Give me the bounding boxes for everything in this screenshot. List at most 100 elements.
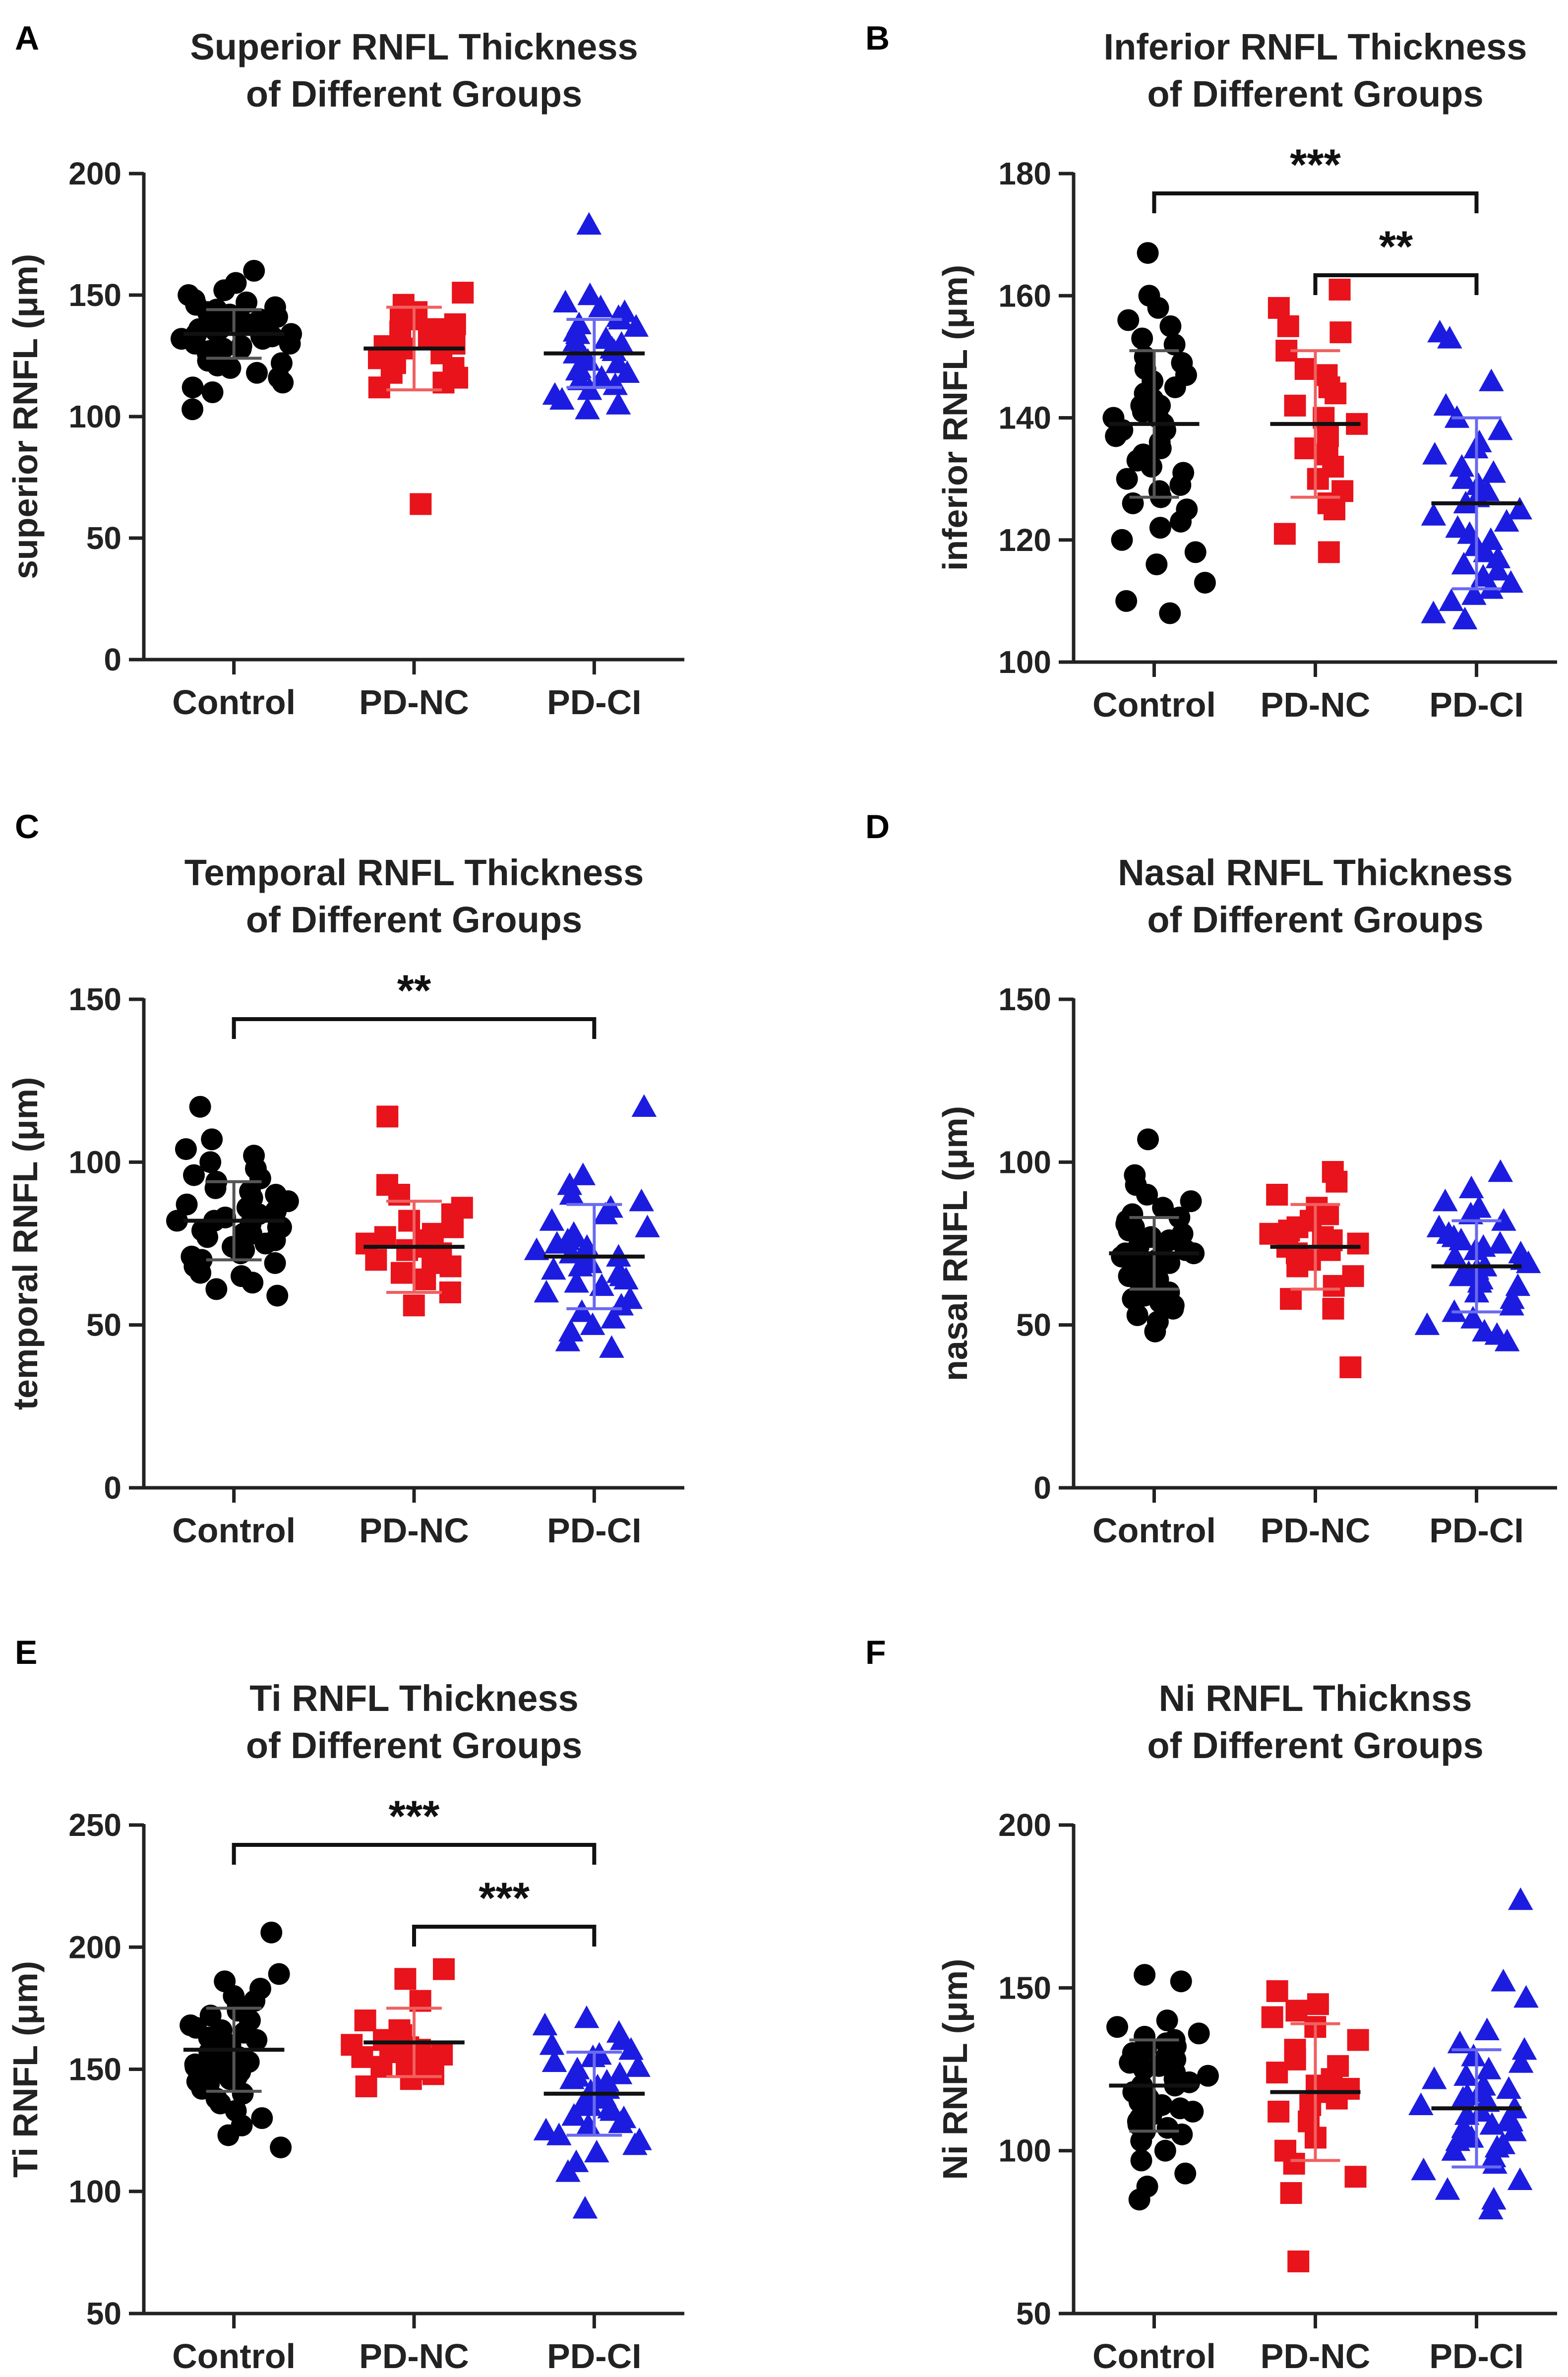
chart-title: Superior RNFL Thickness <box>190 26 638 67</box>
data-point <box>555 1329 581 1351</box>
y-tick-label: 200 <box>68 1929 121 1965</box>
data-point <box>1347 2029 1369 2051</box>
data-point <box>1307 468 1329 490</box>
data-point <box>557 1172 583 1195</box>
data-point <box>1408 2092 1434 2115</box>
data-point <box>622 2132 648 2155</box>
y-tick-label: 100 <box>998 1144 1051 1180</box>
data-point <box>1105 425 1127 447</box>
data-point <box>1344 2166 1367 2188</box>
data-point <box>584 2139 609 2163</box>
data-point <box>1122 492 1144 514</box>
x-category-label: Control <box>1092 2337 1216 2376</box>
y-tick-label: 50 <box>1016 2296 1051 2331</box>
data-point <box>1433 393 1459 416</box>
y-tick-label: 100 <box>68 399 121 434</box>
data-point <box>1339 1356 1362 1379</box>
significance-bracket <box>232 1017 597 1039</box>
x-category-label: PD-CI <box>1429 2337 1524 2376</box>
data-point <box>1317 425 1339 447</box>
data-point <box>542 2049 567 2072</box>
data-point <box>572 2195 598 2219</box>
data-point <box>559 2066 585 2089</box>
data-point <box>1481 460 1507 483</box>
y-tick-label: 150 <box>68 981 121 1017</box>
x-category-label: PD-CI <box>547 1511 642 1550</box>
data-point <box>1329 321 1352 344</box>
data-point <box>562 328 588 352</box>
x-category-label: PD-CI <box>547 2337 642 2376</box>
x-category-label: PD-CI <box>547 683 642 722</box>
data-point <box>199 1151 222 1173</box>
y-tick-label: 150 <box>998 981 1051 1017</box>
data-point <box>439 1255 462 1278</box>
data-point <box>1131 327 1153 350</box>
chart-title: of Different Groups <box>246 899 582 940</box>
data-point <box>1182 2100 1204 2123</box>
x-category-label: PD-NC <box>359 2337 469 2376</box>
data-point <box>623 314 649 337</box>
data-point <box>219 2068 241 2090</box>
data-point <box>1507 2167 1533 2191</box>
x-category-label: PD-NC <box>359 683 469 722</box>
data-point <box>1487 1231 1513 1254</box>
significance-bracket <box>412 1925 597 1947</box>
data-point <box>1171 2123 1193 2145</box>
data-point <box>219 357 241 379</box>
data-point <box>565 358 591 381</box>
data-point <box>390 1262 413 1284</box>
x-category-label: Control <box>1092 1511 1216 1550</box>
data-point <box>539 1208 565 1231</box>
data-point <box>593 1202 618 1224</box>
data-point <box>1137 242 1159 264</box>
data-point <box>1153 1232 1176 1255</box>
y-tick-label: 50 <box>86 2296 121 2331</box>
data-point <box>1128 2189 1150 2211</box>
chart-title: of Different Groups <box>1147 73 1483 115</box>
data-point <box>422 2063 444 2085</box>
data-point <box>568 1254 593 1277</box>
data-point <box>629 1188 654 1212</box>
data-point <box>394 1968 417 1990</box>
significance-stars: ** <box>1379 222 1413 271</box>
data-point <box>1488 1159 1513 1182</box>
y-tick-label: 100 <box>68 1144 121 1180</box>
data-point <box>1442 1244 1468 1267</box>
data-point <box>351 2046 373 2068</box>
panel-letter: E <box>15 1634 37 1671</box>
y-tick-label: 160 <box>998 278 1051 313</box>
data-point <box>1126 1304 1148 1326</box>
data-point <box>1479 2112 1505 2135</box>
data-point <box>1164 376 1186 398</box>
data-point <box>1496 2076 1521 2099</box>
data-point <box>1439 588 1464 611</box>
data-point <box>217 2124 240 2146</box>
data-point <box>189 1262 212 1284</box>
chart-title: Inferior RNFL Thickness <box>1104 26 1527 67</box>
data-point <box>213 279 236 302</box>
data-point <box>532 2012 558 2036</box>
panel-c: C Temporal RNFL Thickness of Different Gro… <box>6 808 684 1550</box>
chart-title: Temporal RNFL Thickness <box>184 852 644 893</box>
data-point <box>574 2005 600 2028</box>
data-point <box>599 1335 624 1358</box>
data-point <box>1491 1208 1516 1231</box>
data-point <box>1133 2058 1155 2080</box>
panel-b: B Inferior RNFL Thickness of Different Gro… <box>865 19 1557 724</box>
data-point <box>534 1280 559 1303</box>
data-point <box>1460 1306 1486 1329</box>
x-category-label: PD-NC <box>1261 685 1371 724</box>
data-point <box>561 2103 587 2126</box>
data-point <box>1287 2250 1310 2272</box>
data-point <box>403 1294 425 1317</box>
data-point <box>569 1299 595 1322</box>
data-point <box>355 2075 377 2097</box>
data-point <box>266 1284 289 1307</box>
data-point <box>175 1138 197 1160</box>
chart-title: of Different Groups <box>246 1725 582 1766</box>
data-point <box>1479 368 1504 391</box>
y-tick-label: 200 <box>998 1807 1051 1843</box>
data-point <box>1130 2149 1152 2172</box>
data-point <box>1421 601 1446 623</box>
data-point <box>241 1272 264 1294</box>
